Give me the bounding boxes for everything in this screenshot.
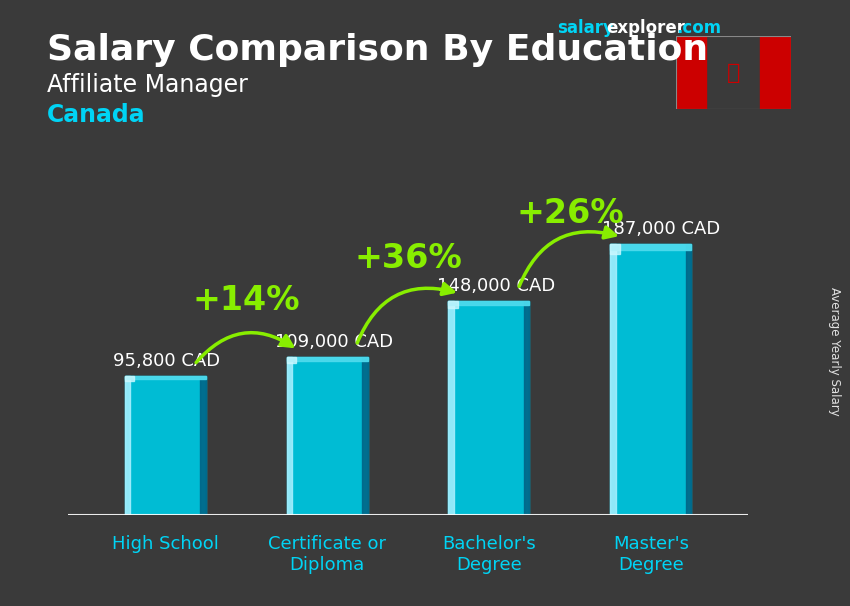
Bar: [449, 301, 530, 515]
Bar: [125, 376, 206, 515]
Bar: [362, 357, 367, 515]
Bar: [286, 357, 367, 361]
Text: Master's: Master's: [613, 535, 689, 553]
Bar: [610, 244, 616, 515]
Text: +36%: +36%: [354, 242, 462, 275]
Bar: [760, 36, 790, 109]
Text: 95,800 CAD: 95,800 CAD: [113, 353, 220, 370]
Bar: [449, 301, 454, 515]
Text: +26%: +26%: [516, 197, 624, 230]
Bar: [610, 244, 691, 515]
Bar: [125, 376, 130, 515]
Text: Canada: Canada: [47, 103, 145, 127]
Text: Bachelor's: Bachelor's: [442, 535, 536, 553]
Text: Salary Comparison By Education: Salary Comparison By Education: [47, 33, 708, 67]
Bar: [610, 244, 620, 253]
Bar: [686, 244, 691, 515]
Text: .com: .com: [677, 19, 722, 38]
Text: 148,000 CAD: 148,000 CAD: [437, 277, 555, 295]
Bar: [449, 301, 530, 305]
Text: +14%: +14%: [192, 284, 300, 318]
Text: salary: salary: [557, 19, 614, 38]
Bar: [125, 376, 206, 379]
Text: Diploma: Diploma: [289, 556, 365, 574]
Bar: [125, 376, 134, 381]
Bar: [610, 244, 691, 250]
Text: Certificate or: Certificate or: [268, 535, 386, 553]
Bar: [200, 376, 206, 515]
Text: 187,000 CAD: 187,000 CAD: [603, 221, 721, 238]
Text: Average Yearly Salary: Average Yearly Salary: [828, 287, 842, 416]
Bar: [286, 357, 292, 515]
Bar: [286, 357, 297, 362]
Bar: [286, 357, 367, 515]
Bar: [449, 301, 458, 308]
Text: High School: High School: [111, 535, 218, 553]
Text: Degree: Degree: [618, 556, 683, 574]
Text: explorer: explorer: [606, 19, 685, 38]
Bar: [524, 301, 530, 515]
Bar: [676, 36, 706, 109]
Text: Degree: Degree: [456, 556, 522, 574]
Text: 109,000 CAD: 109,000 CAD: [275, 333, 394, 351]
Text: Affiliate Manager: Affiliate Manager: [47, 73, 247, 97]
Text: 🍁: 🍁: [727, 62, 740, 83]
